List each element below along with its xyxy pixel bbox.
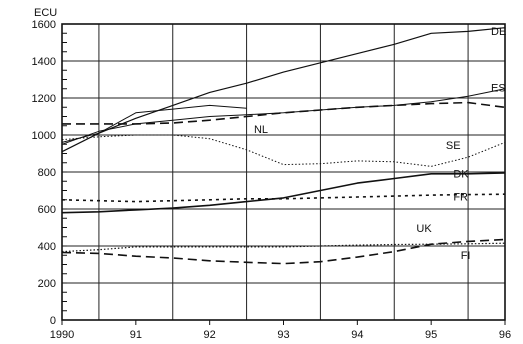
series-line-nl-solid — [61, 104, 247, 143]
y-tick-label: 1200 — [32, 93, 56, 105]
y-tick-label: 800 — [38, 167, 56, 179]
x-tick-label: 1990 — [50, 329, 74, 341]
x-tick-label: 92 — [204, 329, 216, 341]
x-tick-label: 91 — [130, 329, 142, 341]
series-lines — [61, 27, 506, 265]
y-tick-label: 1400 — [32, 56, 56, 68]
series-line-uk-dotted — [61, 242, 506, 253]
y-unit-label: ECU — [34, 7, 57, 19]
series-line-de-solid — [61, 27, 506, 153]
series-label-nl: NL — [254, 124, 268, 136]
x-tick-label: 96 — [499, 329, 511, 341]
series-label-es: ES — [491, 83, 506, 95]
series-label-fr: FR — [453, 192, 468, 204]
grid — [62, 24, 505, 320]
x-tick-label: 95 — [425, 329, 437, 341]
y-tick-label: 1600 — [32, 19, 56, 31]
series-line-dk-solid — [61, 172, 506, 214]
series-label-de: DE — [491, 26, 506, 38]
series-label-dk: DK — [453, 169, 469, 181]
y-tick-label: 0 — [50, 315, 56, 327]
x-tick-label: 94 — [351, 329, 363, 341]
series-label-fi: FI — [461, 250, 471, 262]
series-label-uk: UK — [416, 223, 432, 235]
y-tick-label: 400 — [38, 241, 56, 253]
series-line-fi-dashed — [61, 238, 506, 265]
axes: 0 200 400 600 800 1000 1200 1400 1600 1990 91 92 93 9… — [32, 19, 512, 341]
series-labels: DE ES NL SE DK FR UK FI — [254, 26, 506, 262]
series-label-se: SE — [446, 140, 461, 152]
y-tick-label: 600 — [38, 204, 56, 216]
series-line-nl-dashed — [62, 101, 506, 125]
x-tick-label: 93 — [277, 329, 289, 341]
series-line-se-dotted — [61, 134, 506, 167]
y-tick-label: 1000 — [32, 130, 56, 142]
y-tick-label: 200 — [38, 278, 56, 290]
